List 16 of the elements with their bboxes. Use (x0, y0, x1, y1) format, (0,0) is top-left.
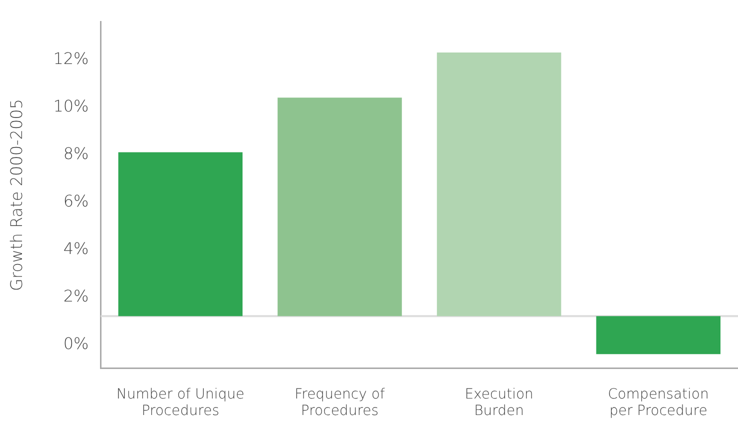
y-tick-label: 6% (63, 191, 89, 210)
bar (436, 52, 562, 316)
y-tick-label: 10% (53, 96, 89, 116)
x-tick-label: Compensation per Procedure (608, 386, 709, 420)
y-tick-label: 12% (53, 48, 89, 68)
y-tick-label: 0% (63, 334, 89, 353)
x-tick-label: Frequency of Procedures (294, 386, 385, 420)
bar (278, 98, 402, 316)
x-tick-label: Number of Unique Procedures (116, 386, 244, 420)
y-axis-title: Growth Rate 2000-2005 (6, 99, 26, 291)
bar (118, 152, 243, 316)
y-tick-label: 4% (63, 238, 89, 258)
bar (596, 316, 720, 354)
y-tick-label: 8% (63, 144, 89, 163)
y-tick-label: 2% (63, 286, 89, 306)
x-tick-label: Execution Burden (464, 386, 534, 420)
